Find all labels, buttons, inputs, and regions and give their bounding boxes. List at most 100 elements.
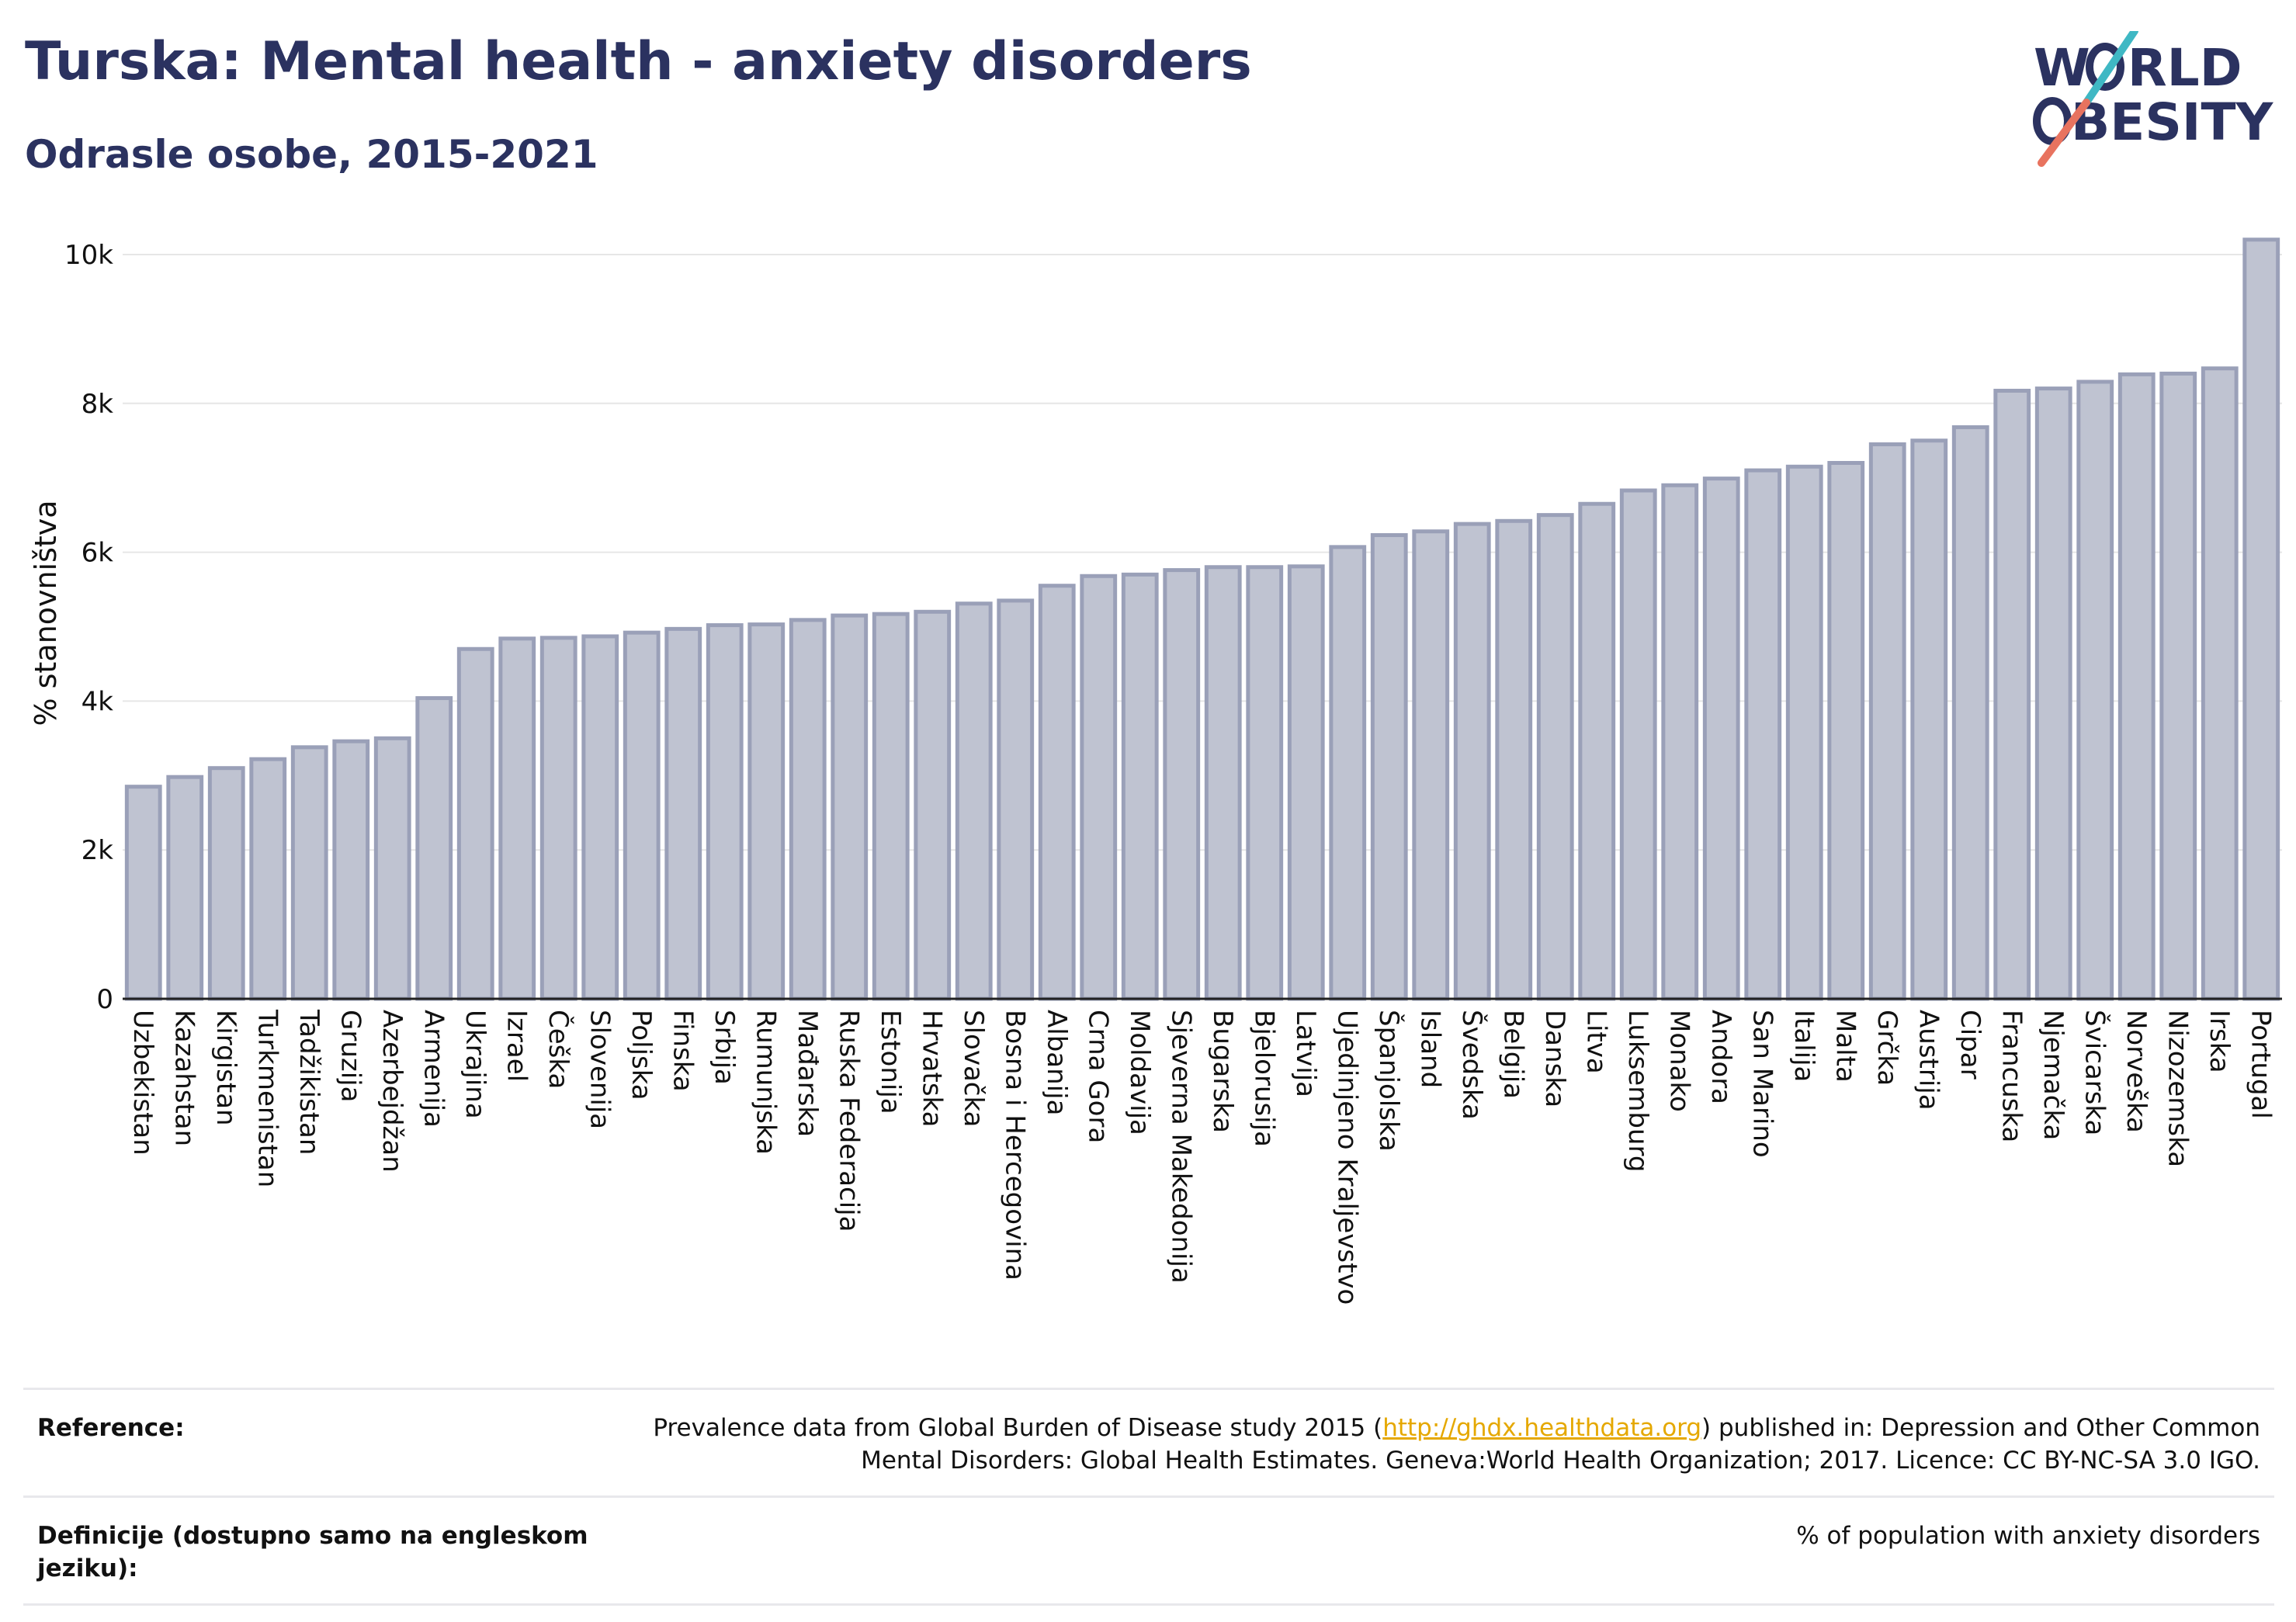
x-tick-label: Azerbejdžan [376,1010,408,1173]
x-tick-label: Sjeverna Makedonija [1165,1010,1196,1284]
y-tick-label: 2k [82,835,114,866]
bar[interactable] [539,636,577,1001]
x-tick-label: San Marino [1746,1010,1777,1158]
bar[interactable] [166,775,204,1001]
bar[interactable] [955,601,993,1001]
bar[interactable] [415,696,453,1001]
reference-text-line2: Mental Disorders: Global Health Estimate… [861,1447,2260,1475]
bar[interactable] [373,736,411,1001]
bar[interactable] [1453,522,1491,1001]
x-tick-label: Austrija [1913,1010,1944,1111]
bar[interactable] [1785,464,1823,1001]
bar[interactable] [1827,460,1865,1001]
bar[interactable] [1412,529,1450,1001]
bar[interactable] [1536,513,1574,1001]
bar-chart: 0 2k 4k 6k 8k 10k Uzbekistan Kazahstan Kirgista… [29,237,2282,1305]
bar[interactable] [872,612,910,1001]
bar[interactable] [1038,584,1076,1001]
x-tick-label: Njemačka [2038,1010,2069,1140]
reference-row: Reference: Prevalence data from Global B… [23,1388,2274,1495]
bar[interactable] [2034,386,2072,1001]
x-tick-label: Ukrajina [460,1010,491,1119]
logo-text-rld: RLD [2128,38,2242,98]
x-tick-label: Moldavija [1124,1010,1155,1135]
bar[interactable] [1329,545,1367,1001]
bar[interactable] [1246,565,1284,1001]
bar[interactable] [1910,438,1948,1001]
bar[interactable] [623,630,661,1001]
logo-text-besity: BESITY [2071,92,2274,152]
y-tick-label: 0 [96,984,113,1015]
bar[interactable] [1080,574,1118,1001]
x-tick-label: Izrael [501,1010,532,1082]
page-title: Turska: Mental health - anxiety disorder… [25,31,1252,92]
bar[interactable] [581,634,619,1001]
footer: Reference: Prevalence data from Global B… [23,1388,2274,1606]
bar[interactable] [831,613,869,1001]
bar[interactable] [207,766,245,1001]
world-obesity-logo: W RLD BESITY [2033,31,2274,167]
bar[interactable] [747,622,786,1001]
x-tick-label: Armenija [418,1010,449,1128]
bar[interactable] [1661,483,1699,1001]
x-tick-label: Litva [1580,1010,1611,1074]
x-tick-label: Bugarska [1207,1010,1238,1133]
x-tick-label: Turkmenistan [251,1009,283,1187]
bar[interactable] [2242,237,2280,1001]
bar[interactable] [456,646,494,1001]
x-tick-label: Portugal [2245,1010,2276,1119]
bar[interactable] [2117,372,2156,1001]
bar[interactable] [914,609,952,1001]
x-tick-label: Kazahstan [168,1010,199,1146]
bar[interactable] [1744,468,1782,1001]
bar[interactable] [290,745,328,1001]
x-tick-label: Malta [1830,1010,1861,1083]
x-tick-label: Latvija [1290,1010,1321,1097]
reference-link[interactable]: http://ghdx.healthdata.org [1382,1414,1702,1442]
bar[interactable] [1868,442,1906,1001]
bar[interactable] [997,598,1035,1001]
x-tick-label: Nizozemska [2162,1010,2193,1167]
x-tick-label: Danska [1539,1010,1570,1107]
x-tick-label: Monako [1663,1010,1694,1112]
x-tick-label: Grčka [1871,1010,1902,1086]
bar[interactable] [332,739,370,1001]
x-tick-label: Albanija [1041,1010,1072,1115]
bar[interactable] [706,623,744,1001]
x-tick-label: Srbija [709,1010,740,1085]
bar[interactable] [2076,380,2114,1001]
bar[interactable] [1578,501,1616,1001]
bar[interactable] [789,618,827,1001]
bar[interactable] [1121,572,1159,1001]
bar[interactable] [1287,564,1325,1001]
bar[interactable] [124,785,162,1001]
bar[interactable] [1495,518,1533,1001]
x-tick-label: Irska [2204,1010,2235,1073]
bar[interactable] [2159,371,2197,1001]
definition-row: Definicije (dostupno samo na engleskom j… [23,1495,2274,1606]
bar[interactable] [498,636,536,1001]
x-tick-label: Andora [1705,1010,1736,1104]
x-tick-label: Bosna i Hercegovina [999,1010,1030,1281]
bar[interactable] [664,626,702,1001]
y-tick-label: 8k [82,389,114,420]
x-tick-label: Finska [667,1010,698,1092]
definition-label: Definicije (dostupno samo na engleskom j… [37,1522,588,1582]
reference-label: Reference: [37,1414,185,1442]
bar[interactable] [2201,366,2239,1001]
x-tick-label: Tadžikistan [293,1009,324,1155]
bar[interactable] [1370,533,1408,1001]
bar[interactable] [1619,488,1657,1001]
bar[interactable] [1951,425,1989,1001]
bar[interactable] [1204,565,1242,1001]
x-tick-label: Češka [543,1010,574,1089]
bars [124,237,2280,1001]
bar[interactable] [1163,568,1201,1001]
x-tick-label: Rumunjska [750,1010,781,1155]
x-tick-label: Uzbekistan [127,1010,158,1156]
bar[interactable] [1702,477,1740,1001]
bar[interactable] [1993,388,2031,1001]
y-tick-label: 6k [82,538,114,569]
bar[interactable] [249,757,287,1001]
x-tick-label: Estonija [875,1010,906,1114]
